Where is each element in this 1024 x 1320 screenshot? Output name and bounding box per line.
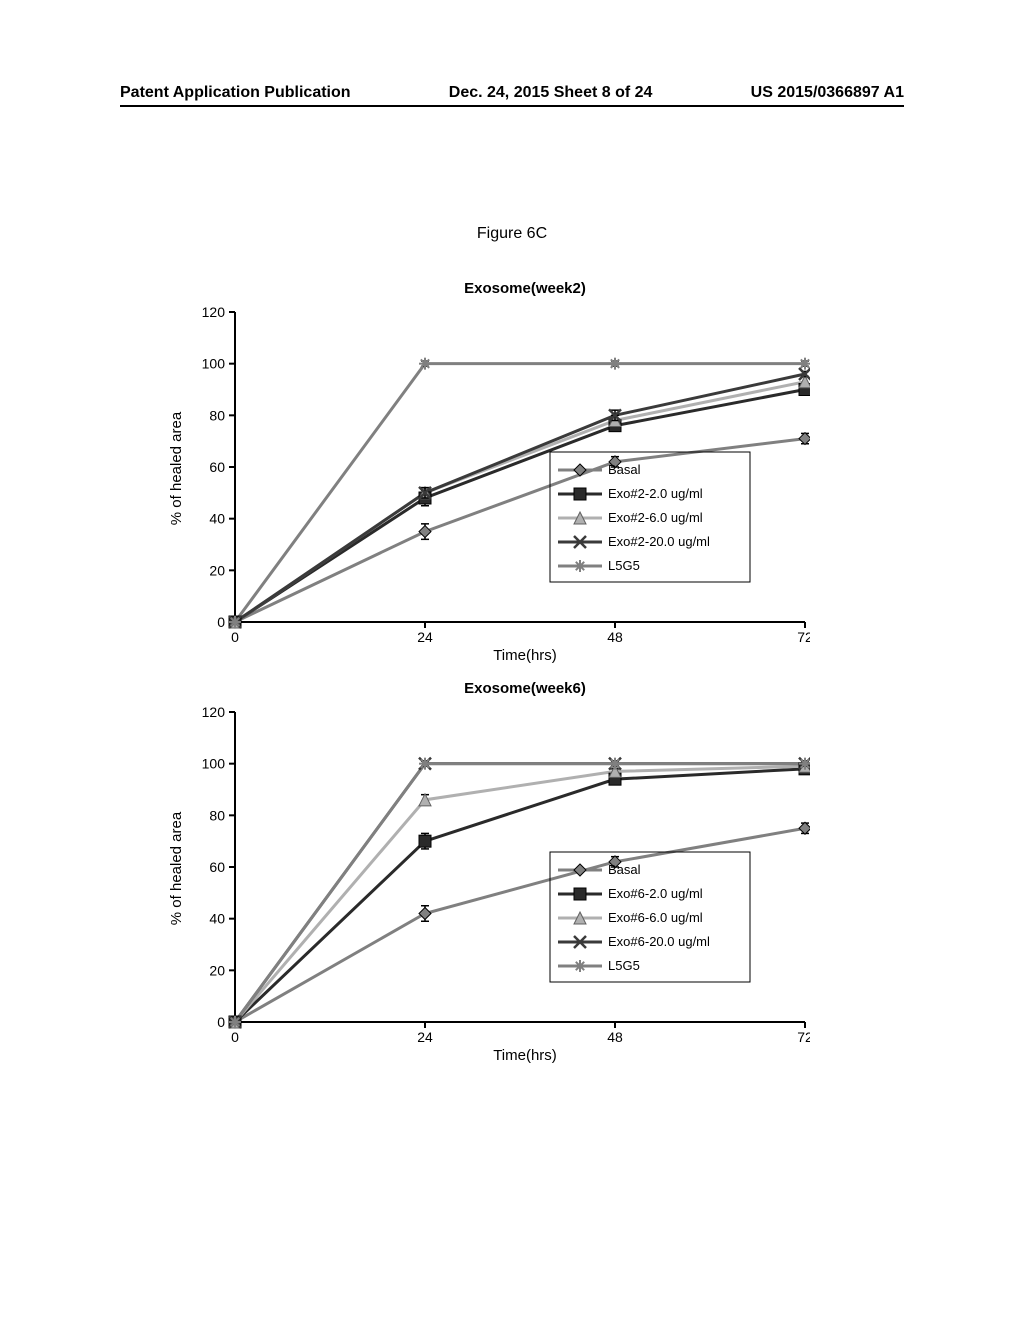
svg-text:Exo#2-2.0 ug/ml: Exo#2-2.0 ug/ml bbox=[608, 486, 703, 501]
svg-text:72: 72 bbox=[797, 1029, 810, 1042]
chart2-xlabel: Time(hrs) bbox=[240, 1047, 810, 1064]
chart-week6: Exosome(week6) % of healed area 02040608… bbox=[180, 680, 810, 1064]
svg-text:L5G5: L5G5 bbox=[608, 558, 640, 573]
svg-text:100: 100 bbox=[202, 756, 226, 772]
header-center: Dec. 24, 2015 Sheet 8 of 24 bbox=[449, 84, 653, 102]
svg-text:40: 40 bbox=[209, 911, 225, 927]
chart2-title: Exosome(week6) bbox=[240, 680, 810, 697]
svg-text:20: 20 bbox=[209, 562, 225, 578]
figure-label: Figure 6C bbox=[0, 225, 1024, 243]
header-left: Patent Application Publication bbox=[120, 84, 351, 102]
svg-text:40: 40 bbox=[209, 511, 225, 527]
svg-text:48: 48 bbox=[607, 629, 623, 642]
svg-text:Exo#2-6.0 ug/ml: Exo#2-6.0 ug/ml bbox=[608, 510, 703, 525]
svg-text:Exo#6-6.0 ug/ml: Exo#6-6.0 ug/ml bbox=[608, 910, 703, 925]
header-right: US 2015/0366897 A1 bbox=[751, 84, 904, 102]
page-header: Patent Application Publication Dec. 24, … bbox=[0, 84, 1024, 102]
svg-text:0: 0 bbox=[231, 629, 239, 642]
svg-text:Basal: Basal bbox=[608, 462, 641, 477]
svg-text:48: 48 bbox=[607, 1029, 623, 1042]
chart1-ylabel: % of healed area bbox=[168, 412, 185, 525]
chart2-svg: 0 20 40 60 80 100 120 0 24 48 72 Basal Exo#6-2.0 ug/… bbox=[180, 702, 810, 1042]
chart1-svg: 0 20 40 60 80 100 120 0 24 48 72 Basal Exo#2-2.0 ug/… bbox=[180, 302, 810, 642]
svg-text:24: 24 bbox=[417, 1029, 433, 1042]
svg-text:120: 120 bbox=[202, 704, 226, 720]
svg-text:Exo#6-2.0 ug/ml: Exo#6-2.0 ug/ml bbox=[608, 886, 703, 901]
svg-text:0: 0 bbox=[217, 1014, 225, 1030]
svg-text:120: 120 bbox=[202, 304, 226, 320]
svg-text:0: 0 bbox=[217, 614, 225, 630]
header-rule bbox=[120, 105, 904, 107]
svg-text:0: 0 bbox=[231, 1029, 239, 1042]
svg-text:24: 24 bbox=[417, 629, 433, 642]
svg-text:60: 60 bbox=[209, 459, 225, 475]
svg-text:L5G5: L5G5 bbox=[608, 958, 640, 973]
svg-text:Exo#6-20.0 ug/ml: Exo#6-20.0 ug/ml bbox=[608, 934, 710, 949]
svg-text:Basal: Basal bbox=[608, 862, 641, 877]
chart1-title: Exosome(week2) bbox=[240, 280, 810, 297]
svg-text:80: 80 bbox=[209, 407, 225, 423]
chart-week2: Exosome(week2) % of healed area 02040608… bbox=[180, 280, 810, 664]
svg-text:60: 60 bbox=[209, 859, 225, 875]
svg-text:80: 80 bbox=[209, 807, 225, 823]
svg-text:72: 72 bbox=[797, 629, 810, 642]
svg-text:Exo#2-20.0 ug/ml: Exo#2-20.0 ug/ml bbox=[608, 534, 710, 549]
chart2-ylabel: % of healed area bbox=[168, 812, 185, 925]
svg-text:20: 20 bbox=[209, 962, 225, 978]
svg-text:100: 100 bbox=[202, 356, 226, 372]
chart1-xlabel: Time(hrs) bbox=[240, 647, 810, 664]
